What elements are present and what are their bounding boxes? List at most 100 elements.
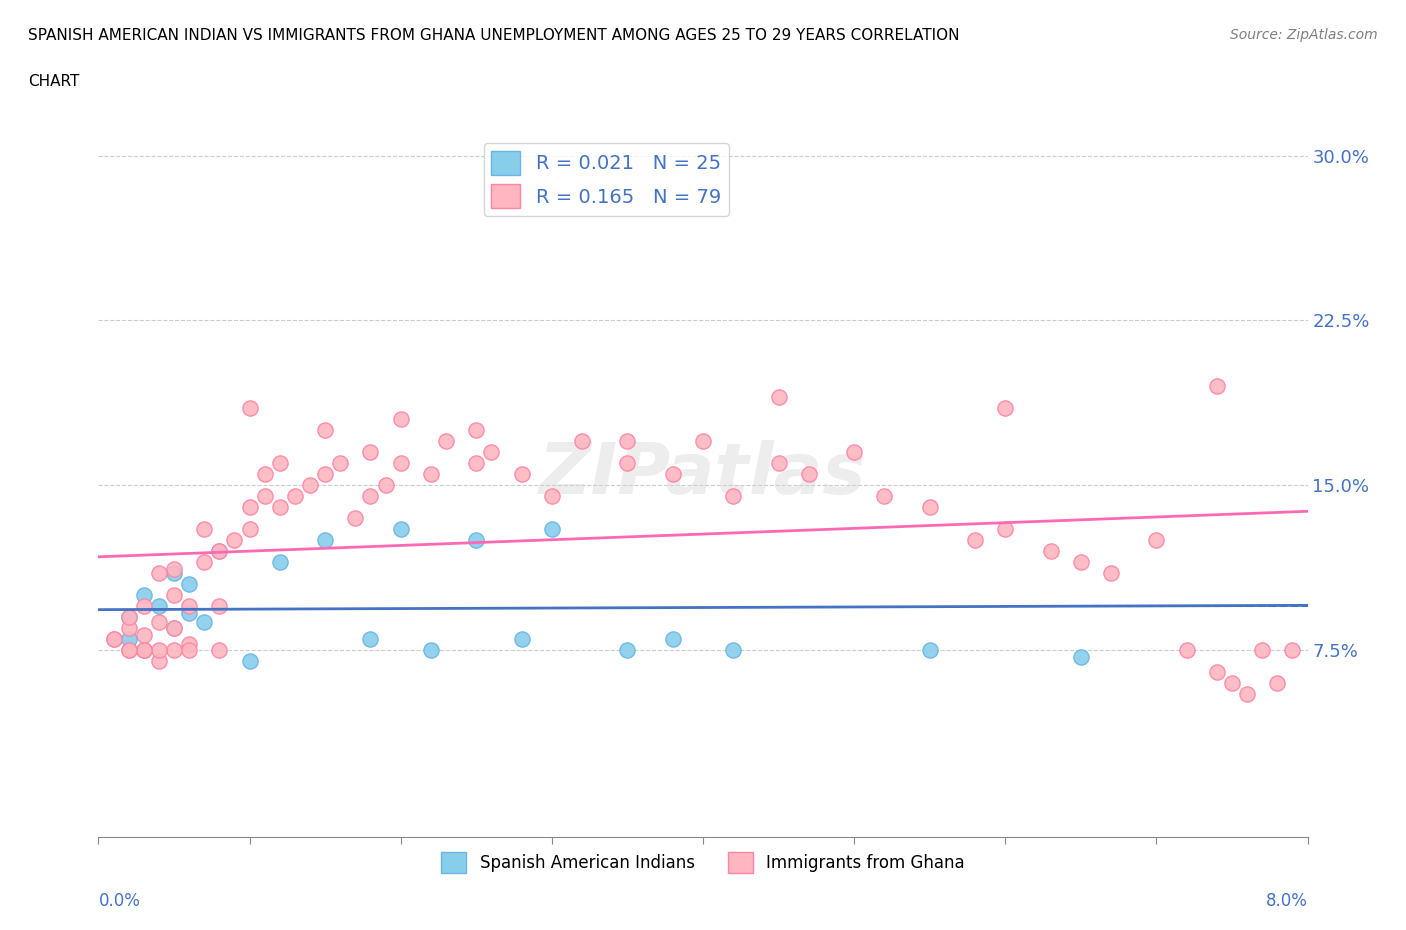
Point [360, 489, 382, 504]
Point [723, 643, 745, 658]
Legend: Spanish American Indians, Immigrants from Ghana: Spanish American Indians, Immigrants fro… [434, 845, 972, 880]
Point [163, 643, 186, 658]
Text: ZIPatlas: ZIPatlas [540, 440, 866, 509]
Point [692, 434, 714, 449]
Point [434, 434, 457, 449]
Point [132, 599, 155, 614]
Point [1206, 379, 1229, 393]
Text: SPANISH AMERICAN INDIAN VS IMMIGRANTS FROM GHANA UNEMPLOYMENT AMONG AGES 25 TO 2: SPANISH AMERICAN INDIAN VS IMMIGRANTS FR… [28, 28, 960, 43]
Point [465, 423, 488, 438]
Point [193, 614, 215, 629]
Point [118, 643, 141, 658]
Text: CHART: CHART [28, 74, 80, 89]
Point [661, 631, 683, 646]
Point [284, 489, 307, 504]
Point [132, 628, 155, 643]
Point [148, 614, 170, 629]
Point [918, 643, 941, 658]
Point [193, 522, 215, 537]
Point [239, 499, 262, 514]
Point [103, 631, 125, 646]
Point [179, 643, 201, 658]
Point [314, 533, 336, 548]
Point [344, 511, 367, 525]
Point [148, 643, 170, 658]
Point [132, 643, 155, 658]
Point [1220, 676, 1243, 691]
Point [1175, 643, 1198, 658]
Text: Source: ZipAtlas.com: Source: ZipAtlas.com [1230, 28, 1378, 42]
Point [179, 599, 201, 614]
Point [1236, 686, 1258, 701]
Point [253, 467, 276, 482]
Point [163, 565, 186, 580]
Point [797, 467, 820, 482]
Point [1146, 533, 1168, 548]
Point [723, 489, 745, 504]
Point [269, 555, 291, 570]
Point [239, 654, 262, 669]
Point [1251, 643, 1274, 658]
Point [163, 620, 186, 635]
Point [965, 533, 987, 548]
Point [132, 643, 155, 658]
Point [571, 434, 593, 449]
Point [420, 643, 443, 658]
Point [918, 499, 941, 514]
Point [314, 467, 336, 482]
Point [1267, 676, 1289, 691]
Point [1070, 649, 1092, 664]
Point [389, 522, 412, 537]
Point [299, 478, 322, 493]
Point [269, 456, 291, 471]
Point [1070, 555, 1092, 570]
Point [1281, 643, 1303, 658]
Point [179, 577, 201, 591]
Point [374, 478, 396, 493]
Point [208, 544, 231, 559]
Point [208, 599, 231, 614]
Point [389, 412, 412, 427]
Point [481, 445, 503, 459]
Point [465, 456, 488, 471]
Point [360, 631, 382, 646]
Point [616, 456, 638, 471]
Point [132, 588, 155, 603]
Point [224, 533, 246, 548]
Point [163, 588, 186, 603]
Point [208, 544, 231, 559]
Point [994, 522, 1017, 537]
Point [253, 489, 276, 504]
Point [768, 456, 790, 471]
Point [103, 631, 125, 646]
Point [148, 599, 170, 614]
Point [994, 401, 1017, 416]
Point [148, 565, 170, 580]
Point [148, 654, 170, 669]
Point [269, 499, 291, 514]
Point [118, 620, 141, 635]
Point [540, 522, 562, 537]
Point [873, 489, 896, 504]
Point [163, 562, 186, 577]
Point [510, 631, 533, 646]
Point [616, 643, 638, 658]
Point [179, 636, 201, 651]
Point [1039, 544, 1062, 559]
Point [239, 401, 262, 416]
Text: 8.0%: 8.0% [1265, 892, 1308, 910]
Point [179, 605, 201, 620]
Point [118, 610, 141, 625]
Point [132, 643, 155, 658]
Point [389, 456, 412, 471]
Point [360, 445, 382, 459]
Point [208, 643, 231, 658]
Text: 0.0%: 0.0% [98, 892, 141, 910]
Point [540, 489, 562, 504]
Point [193, 555, 215, 570]
Point [329, 456, 352, 471]
Point [118, 610, 141, 625]
Point [1206, 665, 1229, 680]
Point [1099, 565, 1122, 580]
Point [239, 522, 262, 537]
